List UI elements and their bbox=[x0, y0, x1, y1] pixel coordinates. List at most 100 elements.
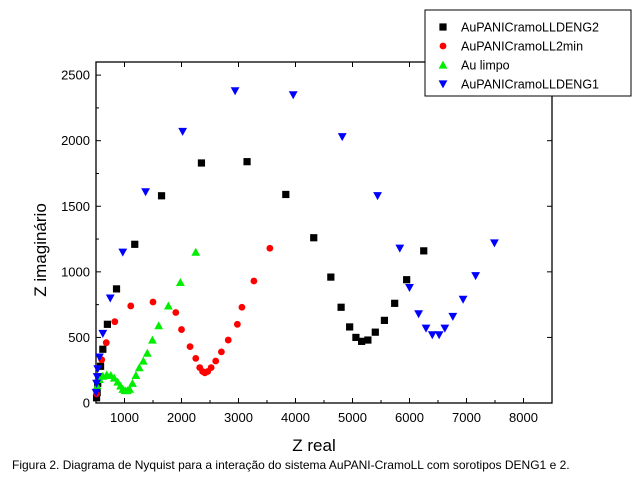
data-point bbox=[102, 339, 110, 347]
figure-caption: Figura 2. Diagrama de Nyquist para a int… bbox=[12, 458, 570, 472]
data-point bbox=[103, 320, 111, 328]
data-point bbox=[250, 277, 258, 285]
data-point bbox=[238, 303, 246, 311]
x-axis-title: Z real bbox=[292, 436, 335, 455]
data-point bbox=[391, 299, 399, 307]
series-3 bbox=[91, 87, 499, 397]
data-point bbox=[99, 345, 107, 353]
data-point bbox=[109, 373, 119, 382]
data-point bbox=[414, 310, 424, 319]
legend-marker bbox=[439, 23, 447, 31]
y-tick-label: 2500 bbox=[61, 68, 90, 83]
data-point bbox=[327, 273, 335, 281]
data-point bbox=[175, 277, 185, 286]
data-point bbox=[125, 384, 135, 393]
x-axis-ticks: 1000 2000 3000 4000 5000 6000 7000 8000 bbox=[110, 62, 538, 425]
data-point bbox=[192, 355, 200, 362]
data-point bbox=[154, 321, 164, 330]
y-tick-label: 0 bbox=[83, 396, 90, 411]
data-point bbox=[218, 348, 225, 356]
data-point bbox=[148, 335, 157, 344]
series-1 bbox=[93, 244, 274, 398]
data-point bbox=[138, 356, 148, 365]
data-point bbox=[440, 324, 450, 333]
data-point bbox=[364, 336, 372, 344]
data-point bbox=[149, 298, 157, 306]
y-tick-label: 1500 bbox=[61, 199, 90, 214]
data-point bbox=[111, 318, 119, 326]
data-point bbox=[93, 365, 103, 374]
data-point bbox=[373, 192, 382, 201]
data-point bbox=[91, 388, 101, 397]
data-point bbox=[186, 343, 194, 351]
data-point bbox=[358, 337, 366, 345]
data-point bbox=[128, 378, 137, 387]
legend-label: AuPANICramoLLDENG1 bbox=[461, 78, 599, 92]
y-tick-label: 500 bbox=[68, 330, 90, 345]
x-tick-label: 1000 bbox=[110, 410, 139, 425]
data-point bbox=[403, 276, 411, 284]
data-point bbox=[458, 295, 468, 304]
data-point bbox=[448, 312, 458, 321]
data-point bbox=[380, 316, 389, 324]
data-point bbox=[395, 244, 405, 253]
data-point bbox=[266, 244, 274, 252]
x-tick-label: 3000 bbox=[224, 410, 253, 425]
plot-frame-border bbox=[95, 61, 553, 404]
data-point bbox=[233, 320, 241, 328]
data-point bbox=[131, 371, 141, 380]
data-point bbox=[127, 302, 135, 310]
data-point bbox=[92, 373, 102, 382]
legend-label: AuPANICramoLL2min bbox=[461, 40, 583, 54]
data-point bbox=[490, 239, 499, 248]
data-point bbox=[224, 336, 232, 344]
data-point bbox=[92, 394, 101, 402]
data-points bbox=[91, 87, 499, 402]
data-point bbox=[98, 329, 108, 338]
data-point bbox=[346, 323, 354, 331]
x-tick-label: 4000 bbox=[281, 410, 310, 425]
x-tick-label: 7000 bbox=[452, 410, 481, 425]
data-point bbox=[178, 127, 188, 136]
data-point bbox=[105, 294, 115, 303]
y-axis-title: Z imaginário bbox=[31, 203, 50, 297]
data-point bbox=[243, 158, 251, 166]
data-point bbox=[427, 331, 437, 340]
data-point bbox=[371, 328, 379, 336]
data-point bbox=[471, 272, 481, 281]
data-point bbox=[421, 324, 431, 333]
x-tick-label: 5000 bbox=[338, 410, 367, 425]
data-point bbox=[112, 285, 121, 293]
legend-label: AuPANICramoLLDENG2 bbox=[461, 21, 599, 35]
legend-marker bbox=[438, 60, 448, 69]
data-point bbox=[230, 87, 240, 96]
data-point bbox=[197, 159, 206, 167]
data-point bbox=[420, 247, 428, 255]
legend: AuPANICramoLLDENG2 AuPANICramoLL2min Au li… bbox=[424, 9, 632, 97]
data-point bbox=[212, 357, 220, 365]
data-point bbox=[118, 248, 128, 257]
data-point bbox=[310, 234, 318, 242]
legend-label: Au limpo bbox=[461, 59, 510, 73]
x-tick-label: 8000 bbox=[509, 410, 538, 425]
y-tick-label: 1000 bbox=[61, 264, 90, 279]
data-point bbox=[157, 192, 166, 200]
legend-box bbox=[424, 9, 632, 97]
data-point bbox=[288, 91, 298, 100]
legend-marker bbox=[438, 80, 448, 89]
data-point bbox=[142, 348, 152, 357]
x-tick-label: 6000 bbox=[395, 410, 424, 425]
data-point bbox=[405, 283, 414, 292]
data-point bbox=[95, 353, 104, 362]
data-point bbox=[337, 303, 345, 311]
data-point bbox=[207, 364, 215, 371]
data-point bbox=[141, 188, 150, 197]
y-tick-label: 2000 bbox=[61, 133, 90, 148]
data-point bbox=[172, 309, 180, 316]
data-point bbox=[178, 326, 185, 333]
data-point bbox=[352, 333, 360, 342]
data-point bbox=[134, 363, 144, 372]
x-tick-label: 2000 bbox=[167, 410, 196, 425]
data-point bbox=[131, 240, 139, 248]
